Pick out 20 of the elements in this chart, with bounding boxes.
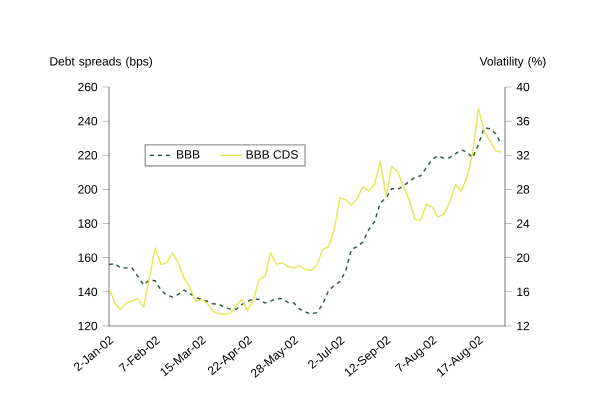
y2-tick-label: 12 [517, 322, 530, 330]
y2-axis-title: Volatility (%) [480, 56, 546, 68]
y-tick-label: 120 [78, 322, 98, 330]
y2-tick-label: 24 [516, 219, 530, 228]
y2-tick-label: 32 [516, 151, 530, 160]
y2-tick-label: 28 [516, 185, 530, 194]
legend-label: BBB [177, 150, 200, 159]
y2-tick-label: 20 [516, 253, 530, 262]
y-tick-label: 200 [78, 185, 98, 194]
y-axis-title: Debt spreads (bps) [50, 56, 152, 68]
y-tick-label: 260 [78, 82, 98, 92]
y2-tick-label: 16 [517, 288, 530, 296]
y-tick-label: 180 [78, 219, 98, 228]
y2-tick-label: 36 [516, 116, 530, 126]
legend-label: BBB CDS [246, 150, 298, 159]
y-tick-label: 240 [78, 116, 98, 126]
y2-tick-label: 40 [516, 82, 530, 92]
y-tick-label: 220 [78, 151, 98, 160]
y-tick-label: 160 [78, 253, 98, 262]
y-tick-label: 140 [78, 288, 98, 296]
